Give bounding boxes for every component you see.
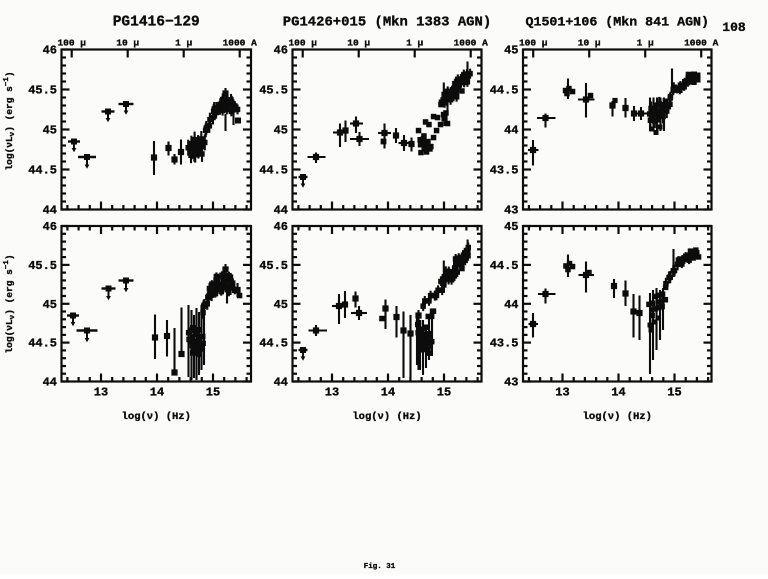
svg-text:44: 44: [43, 204, 57, 218]
svg-text:14: 14: [611, 386, 625, 400]
svg-text:45.5: 45.5: [259, 84, 288, 98]
svg-text:log(νLν) (erg s−1): log(νLν) (erg s−1): [3, 71, 17, 170]
svg-text:1000 A: 1000 A: [684, 38, 719, 49]
svg-text:15: 15: [437, 386, 451, 400]
svg-text:43.5: 43.5: [490, 164, 519, 178]
svg-text:10 μ: 10 μ: [116, 38, 139, 49]
svg-text:log(νLν) (erg s−1): log(νLν) (erg s−1): [3, 254, 17, 353]
svg-text:44: 44: [43, 376, 57, 390]
svg-text:13: 13: [555, 386, 569, 400]
svg-text:45: 45: [504, 220, 518, 234]
svg-text:44: 44: [504, 124, 518, 138]
svg-text:1 μ: 1 μ: [175, 38, 192, 49]
svg-text:45: 45: [43, 124, 57, 138]
svg-text:PG1416−129: PG1416−129: [113, 15, 200, 31]
svg-text:log(ν) (Hz): log(ν) (Hz): [122, 411, 191, 423]
svg-text:1000 A: 1000 A: [223, 38, 258, 49]
svg-text:45.5: 45.5: [28, 84, 57, 98]
svg-text:43: 43: [504, 376, 518, 390]
svg-text:15: 15: [667, 386, 681, 400]
svg-text:14: 14: [381, 386, 395, 400]
svg-text:46: 46: [274, 44, 288, 58]
svg-text:46: 46: [43, 220, 57, 234]
svg-text:10 μ: 10 μ: [347, 38, 370, 49]
svg-text:46: 46: [43, 44, 57, 58]
svg-text:Q1501+106 (Mkn 841 AGN): Q1501+106 (Mkn 841 AGN): [525, 15, 709, 30]
svg-text:108: 108: [722, 20, 746, 35]
svg-text:log(ν) (Hz): log(ν) (Hz): [583, 411, 652, 423]
svg-text:14: 14: [150, 386, 164, 400]
svg-text:10 μ: 10 μ: [578, 38, 601, 49]
svg-text:45: 45: [274, 298, 288, 312]
svg-text:43: 43: [504, 204, 518, 218]
svg-text:44: 44: [274, 204, 288, 218]
svg-text:44.5: 44.5: [490, 259, 519, 273]
svg-text:1000 A: 1000 A: [454, 38, 489, 49]
svg-text:46: 46: [274, 220, 288, 234]
svg-text:44: 44: [504, 298, 518, 312]
svg-text:log(ν) (Hz): log(ν) (Hz): [352, 411, 421, 423]
svg-text:45: 45: [274, 124, 288, 138]
svg-text:100 μ: 100 μ: [519, 38, 548, 49]
svg-text:100 μ: 100 μ: [57, 38, 86, 49]
svg-text:1 μ: 1 μ: [637, 38, 654, 49]
svg-text:44.5: 44.5: [259, 337, 288, 351]
svg-text:44.5: 44.5: [490, 84, 519, 98]
svg-text:44.5: 44.5: [28, 164, 57, 178]
svg-text:1 μ: 1 μ: [406, 38, 423, 49]
svg-text:100 μ: 100 μ: [288, 38, 317, 49]
svg-text:45: 45: [504, 44, 518, 58]
svg-text:44.5: 44.5: [259, 164, 288, 178]
svg-text:15: 15: [206, 386, 220, 400]
svg-text:43.5: 43.5: [490, 337, 519, 351]
svg-text:13: 13: [325, 386, 339, 400]
svg-text:13: 13: [94, 386, 108, 400]
svg-text:44.5: 44.5: [28, 337, 57, 351]
svg-text:PG1426+015 (Mkn 1383 AGN): PG1426+015 (Mkn 1383 AGN): [283, 15, 491, 31]
svg-text:Fig. 31: Fig. 31: [364, 563, 396, 571]
svg-text:45.5: 45.5: [259, 259, 288, 273]
svg-text:44: 44: [274, 376, 288, 390]
svg-text:45: 45: [43, 298, 57, 312]
svg-text:45.5: 45.5: [28, 259, 57, 273]
